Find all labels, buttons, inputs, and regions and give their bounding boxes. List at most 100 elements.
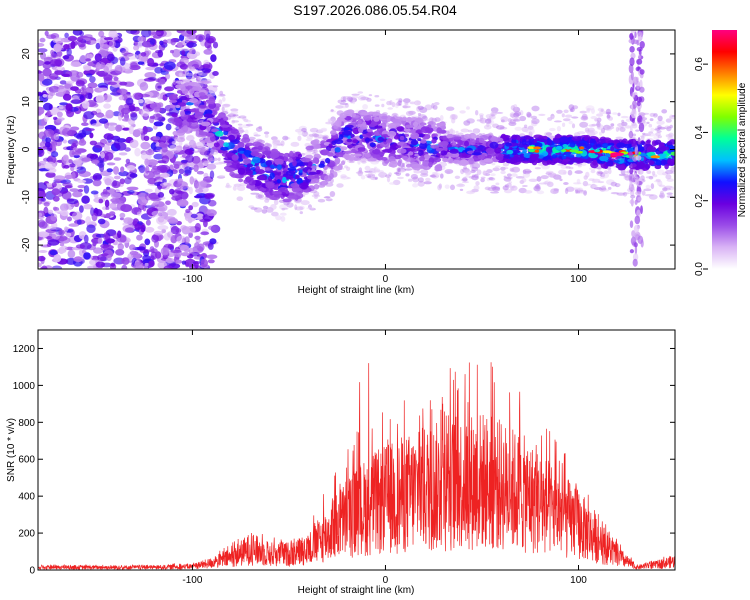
noise-cell xyxy=(39,37,46,43)
noise-cell xyxy=(184,236,190,245)
halo-cell xyxy=(290,141,300,147)
ridge-cell xyxy=(381,115,388,120)
halo-cell xyxy=(605,108,611,115)
halo-cell xyxy=(444,169,454,174)
noise-cell xyxy=(163,182,168,186)
noise-cell xyxy=(98,87,109,92)
noise-cell xyxy=(161,145,168,153)
ridge-cell xyxy=(357,147,366,152)
halo-cell xyxy=(492,167,501,172)
halo-cell xyxy=(483,124,492,130)
halo-cell xyxy=(417,180,425,187)
noise-cell xyxy=(92,241,97,247)
halo-cell xyxy=(588,124,596,127)
noise-cell xyxy=(157,203,168,212)
ridge-cell xyxy=(255,165,260,172)
ridge-cell xyxy=(419,122,427,126)
ridge-cell xyxy=(391,119,402,124)
halo-cell xyxy=(607,186,612,190)
ridge-cell xyxy=(191,123,197,127)
halo-cell xyxy=(606,114,611,118)
ridge-cell xyxy=(405,164,412,168)
noise-cell xyxy=(184,258,196,267)
ridge-cell xyxy=(206,98,216,105)
halo-cell xyxy=(212,85,219,88)
noise-cell xyxy=(56,50,63,57)
noise-cell xyxy=(160,172,170,178)
noise-cell xyxy=(125,158,131,164)
ridge-cell xyxy=(418,149,424,157)
halo-cell xyxy=(196,75,201,79)
ridge-cell xyxy=(269,152,280,159)
ridge-cell xyxy=(352,139,359,144)
ridge-cell xyxy=(403,128,411,133)
halo-cell xyxy=(218,99,223,105)
noise-cell xyxy=(144,262,150,267)
ridge-cell xyxy=(595,144,602,148)
halo-cell xyxy=(431,103,435,109)
halo-cell xyxy=(218,174,226,178)
halo-cell xyxy=(588,178,595,182)
halo-cell xyxy=(604,125,613,131)
halo-cell xyxy=(305,138,313,142)
noise-cell xyxy=(81,122,89,126)
halo-cell xyxy=(455,130,459,135)
halo-cell xyxy=(375,170,384,173)
noise-cell xyxy=(115,142,127,151)
noise-cell xyxy=(193,164,199,173)
noise-cell xyxy=(164,73,171,80)
halo-cell xyxy=(495,111,504,114)
ridge-cell xyxy=(205,132,215,138)
artifact-cell xyxy=(632,118,635,124)
ridge-cell xyxy=(393,135,400,140)
halo-cell xyxy=(222,96,226,102)
noise-cell xyxy=(149,38,156,45)
ridge-cell xyxy=(483,158,493,163)
halo-cell xyxy=(540,175,549,180)
halo-cell xyxy=(368,94,373,97)
noise-cell xyxy=(128,125,134,135)
noise-cell xyxy=(57,86,67,95)
noise-cell xyxy=(170,249,182,254)
halo-cell xyxy=(530,115,538,120)
halo-cell xyxy=(523,124,528,129)
noise-cell xyxy=(183,173,189,177)
ridge-cell xyxy=(506,149,514,155)
ridge-cell xyxy=(449,149,459,154)
halo-cell xyxy=(562,122,566,128)
halo-cell xyxy=(479,117,488,124)
noise-cell xyxy=(38,73,45,82)
ridge-cell xyxy=(428,161,433,168)
halo-cell xyxy=(396,167,400,172)
halo-cell xyxy=(631,123,638,129)
ridge-cell xyxy=(526,136,534,140)
noise-cell xyxy=(75,244,86,249)
noise-cell xyxy=(45,183,54,188)
spectrogram-y-tick-label: 20 xyxy=(21,48,32,60)
noise-cell xyxy=(145,219,151,226)
halo-cell xyxy=(621,119,625,123)
ridge-cell xyxy=(273,194,283,198)
ridge-cell xyxy=(537,154,545,159)
artifact-cell xyxy=(630,109,637,119)
noise-cell xyxy=(206,209,217,217)
halo-cell xyxy=(253,134,261,137)
ridge-cell xyxy=(515,157,521,162)
ridge-cell xyxy=(168,94,178,101)
ridge-cell xyxy=(411,164,421,169)
ridge-cell xyxy=(343,110,354,117)
ridge-cell xyxy=(169,99,178,103)
ridge-cell xyxy=(174,122,180,127)
halo-cell xyxy=(665,169,674,175)
noise-cell xyxy=(51,188,61,196)
ridge-cell xyxy=(597,138,606,144)
halo-cell xyxy=(446,106,455,111)
halo-cell xyxy=(440,173,444,179)
noise-cell xyxy=(167,231,174,238)
halo-cell xyxy=(514,126,523,131)
halo-cell xyxy=(385,174,392,178)
noise-cell xyxy=(175,259,182,264)
noise-cell xyxy=(53,43,62,53)
halo-cell xyxy=(433,102,440,106)
artifact-cell xyxy=(634,215,641,225)
